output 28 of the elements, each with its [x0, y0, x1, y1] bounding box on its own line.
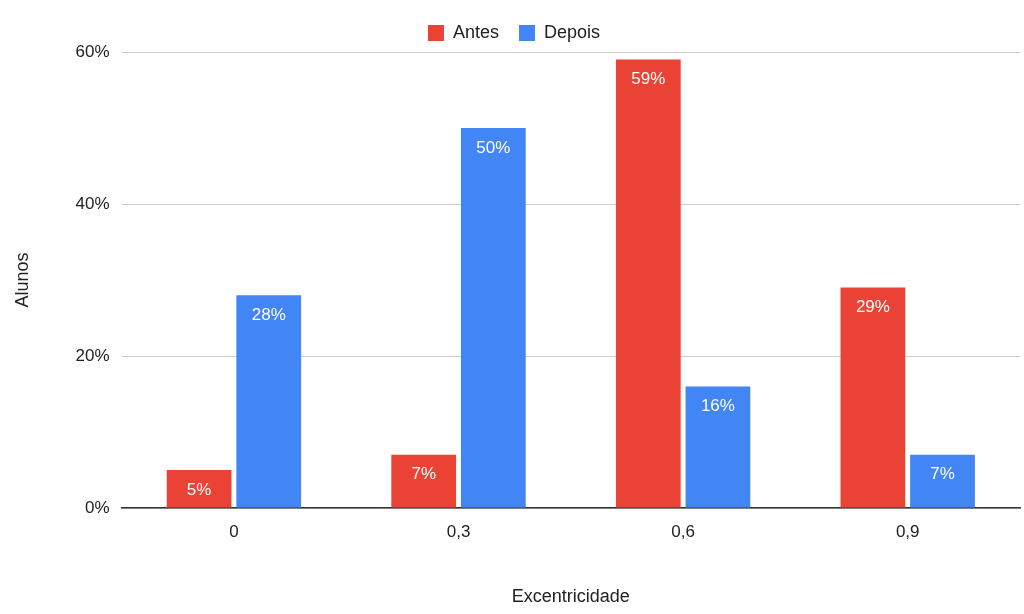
x-tick-label: 0,6: [671, 521, 695, 541]
y-tick-label: 0%: [85, 497, 110, 517]
data-label: 50%: [476, 137, 511, 157]
x-tick-label: 0,9: [895, 521, 920, 541]
y-tick-label: 40%: [75, 193, 110, 213]
x-tick-label: 0: [229, 521, 239, 541]
x-axis-title: Excentricidade: [511, 586, 630, 607]
bar: [460, 128, 526, 508]
bar: [685, 386, 751, 508]
y-tick-label: 20%: [75, 345, 110, 365]
data-label: 5%: [186, 479, 212, 499]
bar: [910, 454, 975, 508]
data-label: 29%: [855, 297, 890, 317]
data-label: 7%: [930, 464, 955, 484]
data-label: 16%: [700, 396, 735, 416]
y-tick-label: 60%: [75, 41, 110, 61]
data-label: 28%: [251, 304, 286, 324]
data-label: 59%: [631, 69, 666, 89]
bar: [840, 287, 906, 508]
bar: [391, 454, 457, 508]
data-label: 7%: [411, 464, 436, 484]
bar: [166, 470, 232, 508]
x-tick-label: 0,3: [446, 521, 471, 541]
bar: [236, 295, 302, 508]
y-axis-title: Alunos: [11, 252, 32, 308]
legend-label: Antes: [452, 21, 499, 42]
bar: [615, 59, 681, 508]
legend-label: Depois: [544, 21, 601, 42]
